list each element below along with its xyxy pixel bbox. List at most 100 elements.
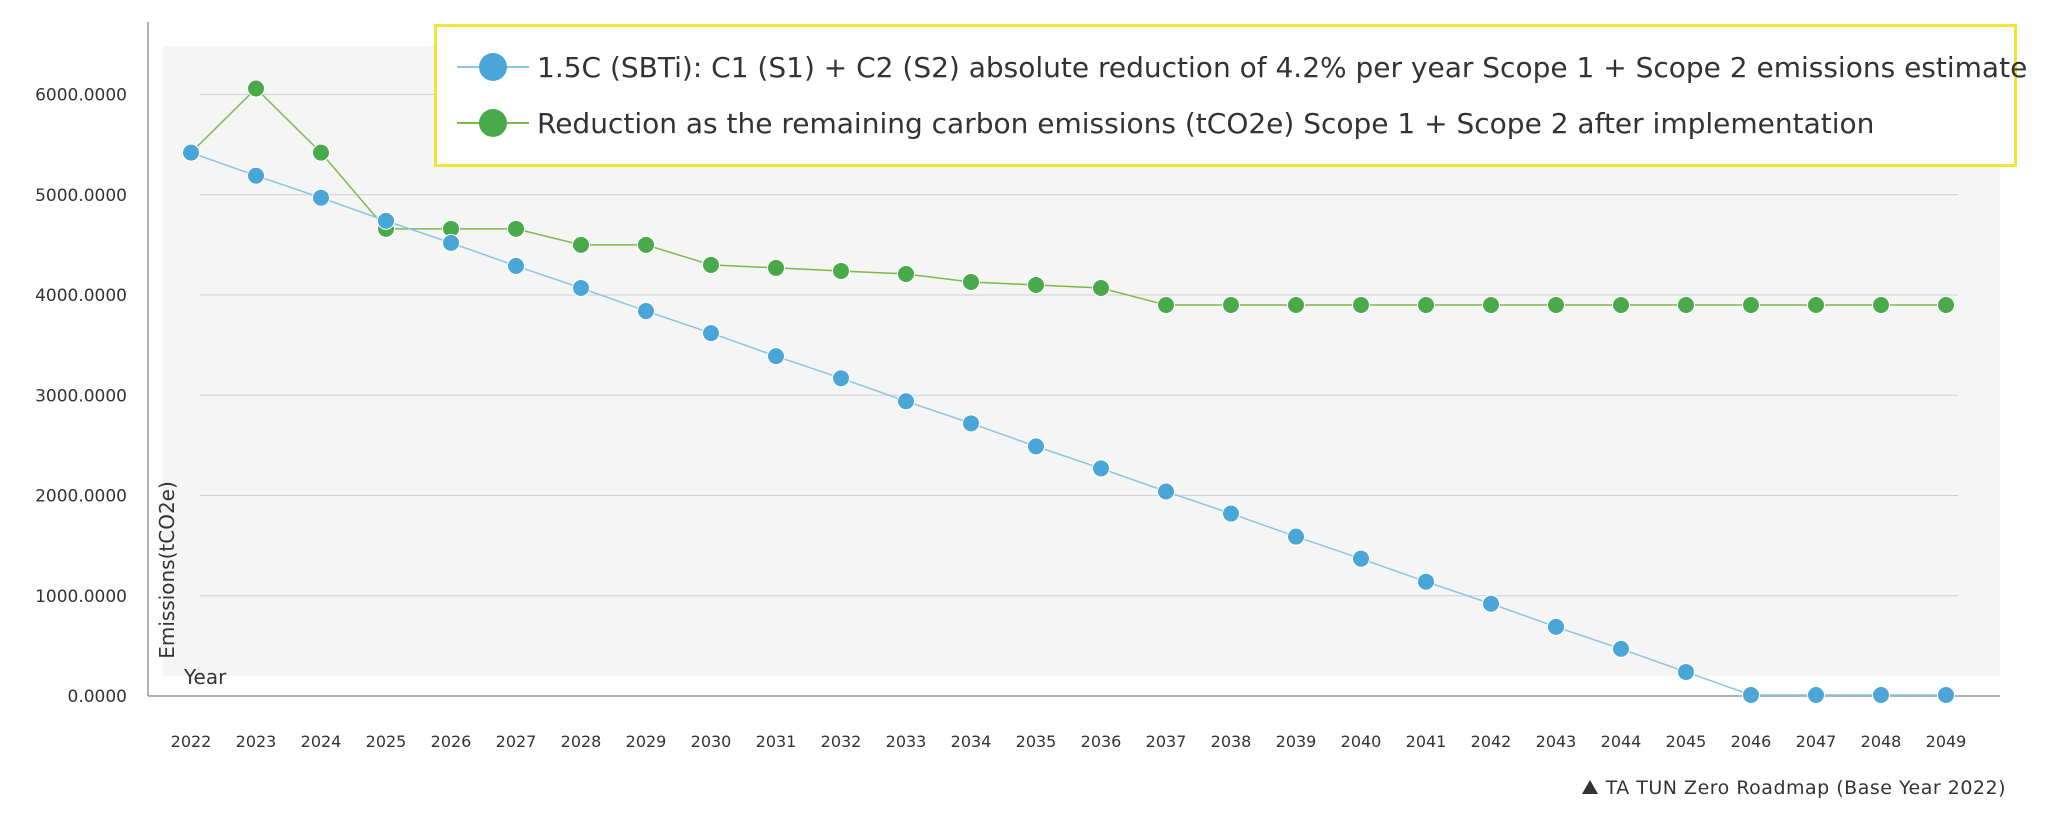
legend-label: Reduction as the remaining carbon emissi… (537, 106, 1875, 140)
x-axis-title: Year (183, 665, 227, 689)
data-point-series-1[interactable] (637, 302, 655, 321)
x-tick-label: 2038 (1211, 732, 1252, 751)
x-tick-label: 2033 (886, 732, 927, 751)
data-point-series-1[interactable] (1742, 685, 1760, 704)
x-tick-label: 2030 (691, 732, 732, 751)
data-point-series-2[interactable] (702, 255, 720, 274)
x-tick-label: 2024 (301, 732, 342, 751)
data-point-series-1[interactable] (962, 414, 980, 433)
data-point-series-1[interactable] (897, 392, 915, 411)
series-line-1 (190, 151, 1946, 696)
data-point-series-1[interactable] (1287, 527, 1305, 546)
data-point-series-2[interactable] (1937, 296, 1955, 315)
x-tick-label: 2032 (821, 732, 862, 751)
legend-label: 1.5C (SBTi): C1 (S1) + C2 (S2) absolute … (537, 50, 2028, 84)
data-point-series-2[interactable] (1677, 296, 1695, 315)
x-tick-label: 2023 (236, 732, 277, 751)
data-point-series-1[interactable] (507, 256, 525, 275)
legend-swatch-green (457, 103, 529, 143)
y-tick-label: 1000.0000 (35, 587, 127, 607)
data-point-series-1[interactable] (1872, 685, 1890, 704)
x-tick-label: 2047 (1796, 732, 1837, 751)
data-point-series-2[interactable] (1027, 275, 1045, 294)
x-tick-label: 2039 (1276, 732, 1317, 751)
x-tick-label: 2035 (1016, 732, 1057, 751)
data-point-series-1[interactable] (1157, 482, 1175, 501)
series-line-2 (190, 87, 1946, 306)
data-point-series-1[interactable] (247, 166, 265, 185)
data-point-series-1[interactable] (1547, 617, 1565, 636)
x-tick-label: 2027 (496, 732, 537, 751)
x-tick-label: 2049 (1926, 732, 1967, 751)
y-tick-label: 0.0000 (68, 687, 127, 707)
x-tick-label: 2046 (1731, 732, 1772, 751)
x-tick-label: 2022 (171, 732, 212, 751)
data-point-series-1[interactable] (442, 233, 460, 252)
data-point-series-1[interactable] (1352, 549, 1370, 568)
data-point-series-1[interactable] (702, 324, 720, 343)
y-tick-labels: 0.0000 1000.0000 2000.0000 3000.0000 4000.00… (35, 86, 127, 708)
x-tick-label: 2048 (1861, 732, 1902, 751)
legend-item-series-1[interactable]: 1.5C (SBTi): C1 (S1) + C2 (S2) absolute … (457, 39, 2027, 95)
data-point-series-1[interactable] (767, 347, 785, 366)
x-tick-label: 2037 (1146, 732, 1187, 751)
data-point-series-1[interactable] (1222, 504, 1240, 523)
x-tick-labels: 2022 2023 2024 2025 2026 2027 2028 2029 2030 2031… (171, 732, 1967, 751)
legend-item-series-2[interactable]: Reduction as the remaining carbon emissi… (457, 95, 1874, 151)
y-tick-label: 5000.0000 (35, 186, 127, 206)
data-point-series-2[interactable] (897, 264, 915, 283)
legend: 1.5C (SBTi): C1 (S1) + C2 (S2) absolute … (434, 24, 2027, 167)
data-point-series-2[interactable] (767, 258, 785, 277)
data-point-series-1[interactable] (1807, 685, 1825, 704)
data-point-series-1[interactable] (572, 278, 590, 297)
data-point-series-1[interactable] (312, 188, 330, 207)
y-tick-label: 4000.0000 (35, 286, 127, 306)
y-tick-label: 3000.0000 (35, 386, 127, 406)
data-point-series-2[interactable] (1417, 296, 1435, 315)
data-point-series-1[interactable] (1027, 437, 1045, 456)
data-point-series-1[interactable] (1612, 639, 1630, 658)
data-point-series-1[interactable] (182, 143, 200, 162)
legend-swatch-blue (457, 47, 529, 87)
data-point-series-1[interactable] (1937, 685, 1955, 704)
x-tick-label: 2029 (626, 732, 667, 751)
y-tick-label: 6000.0000 (35, 86, 127, 106)
x-tick-label: 2036 (1081, 732, 1122, 751)
data-point-series-1[interactable] (1417, 572, 1435, 591)
data-point-series-2[interactable] (832, 261, 850, 280)
x-tick-label: 2044 (1601, 732, 1642, 751)
x-tick-label: 2031 (756, 732, 797, 751)
x-tick-label: 2041 (1406, 732, 1447, 751)
data-point-series-1[interactable] (1677, 662, 1695, 681)
y-axis-title: Emissions(tCO2e) (155, 481, 179, 659)
data-point-series-2[interactable] (1807, 296, 1825, 315)
data-point-series-2[interactable] (1222, 296, 1240, 315)
data-point-series-2[interactable] (637, 235, 655, 254)
data-point-series-2[interactable] (1872, 296, 1890, 315)
data-point-series-2[interactable] (1157, 296, 1175, 315)
data-point-series-2[interactable] (1612, 296, 1630, 315)
x-tick-label: 2040 (1341, 732, 1382, 751)
x-tick-label: 2025 (366, 732, 407, 751)
data-point-series-2[interactable] (247, 79, 265, 98)
footnote-text: TA TUN Zero Roadmap (Base Year 2022) (1605, 777, 2006, 799)
data-point-series-1[interactable] (1482, 594, 1500, 613)
x-tick-label: 2026 (431, 732, 472, 751)
data-point-series-2[interactable] (1352, 296, 1370, 315)
data-point-series-1[interactable] (1092, 459, 1110, 478)
data-point-series-2[interactable] (962, 272, 980, 291)
y-tick-label: 2000.0000 (35, 487, 127, 507)
data-point-series-2[interactable] (1482, 296, 1500, 315)
x-tick-label: 2045 (1666, 732, 1707, 751)
data-point-series-2[interactable] (1287, 296, 1305, 315)
data-point-series-2[interactable] (1092, 278, 1110, 297)
data-point-series-2[interactable] (1742, 296, 1760, 315)
data-point-series-1[interactable] (377, 211, 395, 230)
data-point-series-2[interactable] (507, 219, 525, 238)
data-point-series-2[interactable] (312, 143, 330, 162)
x-tick-label: 2042 (1471, 732, 1512, 751)
data-point-series-2[interactable] (1547, 296, 1565, 315)
x-tick-label: 2028 (561, 732, 602, 751)
data-point-series-2[interactable] (572, 235, 590, 254)
data-point-series-1[interactable] (832, 369, 850, 388)
